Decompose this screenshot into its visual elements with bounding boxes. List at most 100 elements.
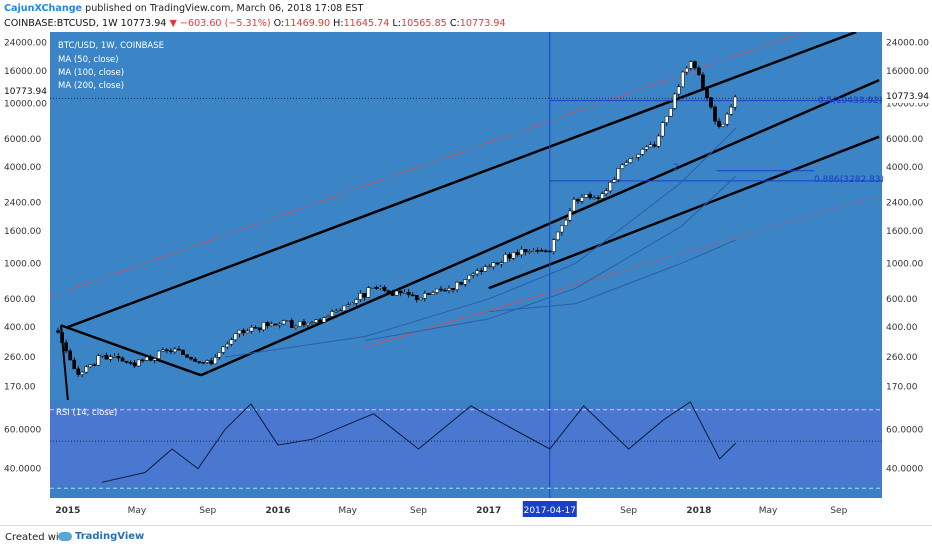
- candle-body: [245, 330, 250, 334]
- candle-body: [185, 354, 189, 358]
- candle-body: [144, 356, 149, 361]
- candle-body: [648, 144, 653, 148]
- price-label-right: 2400.00: [886, 199, 923, 209]
- rsi-band: [50, 408, 882, 485]
- candle-body: [439, 288, 443, 291]
- candle-body: [378, 286, 383, 289]
- candle-body: [92, 364, 97, 366]
- candle-body: [721, 123, 725, 127]
- price-label-right: 1000.00: [886, 259, 923, 269]
- candle-body: [100, 354, 105, 357]
- dashed-lower-line: [365, 193, 883, 348]
- last-price: 10773.94: [120, 18, 167, 29]
- candle-body: [515, 252, 520, 256]
- fib-marker: 2: [673, 163, 679, 173]
- rsi-label-right: 40.0000: [886, 465, 923, 475]
- chart-area[interactable]: 24000.00 24000.00 16000.00 16000.00 10000.00…: [0, 32, 932, 525]
- time-label: May: [338, 506, 357, 516]
- candle-body: [427, 293, 431, 295]
- candle-body: [600, 193, 605, 199]
- candle-body: [362, 293, 367, 298]
- candle-body: [616, 168, 621, 180]
- candle-body: [612, 179, 617, 183]
- candle-body: [193, 358, 197, 362]
- candle-body: [560, 225, 564, 233]
- candle-body: [302, 321, 306, 326]
- candle-body: [717, 120, 721, 127]
- candle-body: [273, 323, 278, 326]
- high-value: 11645.74: [343, 18, 390, 29]
- candle-body: [277, 323, 282, 326]
- author-link[interactable]: CajunXChange: [4, 3, 83, 14]
- candle-body: [189, 357, 193, 360]
- time-label: May: [128, 506, 147, 516]
- candle-body: [705, 88, 709, 98]
- price-label-left: 1000.00: [4, 259, 41, 269]
- candle-body: [108, 356, 113, 360]
- candle-body: [688, 61, 693, 69]
- price-label-right: 16000.00: [886, 67, 929, 77]
- tradingview-logo[interactable]: TradingView: [58, 531, 144, 542]
- candle-body: [693, 61, 697, 69]
- candle-body: [116, 356, 121, 359]
- price-pane[interactable]: [50, 32, 882, 400]
- candle-body: [221, 346, 226, 353]
- price-label-left: 10000.00: [4, 100, 47, 110]
- candle-body: [652, 144, 657, 147]
- legend-title: BTC/USD, 1W, COINBASE: [58, 41, 164, 51]
- dashed-upper-line: [49, 32, 804, 298]
- price-label-left: 24000.00: [4, 39, 47, 49]
- publish-text: published on TradingView.com, March 06, …: [82, 3, 364, 14]
- candle-body: [165, 349, 169, 352]
- candle-body: [56, 330, 60, 333]
- candle-body: [483, 266, 488, 272]
- candle-body: [644, 146, 649, 150]
- time-label: Sep: [830, 506, 847, 516]
- candle-body: [310, 322, 314, 324]
- price-tag-right-text: 10773.94: [886, 92, 929, 102]
- candle-body: [112, 356, 117, 358]
- candle-body: [451, 288, 455, 290]
- candle-body: [318, 319, 322, 323]
- candle-body: [104, 354, 109, 360]
- candle-body: [725, 113, 729, 125]
- price-label-left: 2400.00: [4, 199, 41, 209]
- candle-body: [588, 194, 592, 198]
- candle-body: [511, 252, 516, 259]
- candle-body: [265, 322, 270, 326]
- candle-body: [531, 250, 536, 252]
- candle-body: [555, 231, 560, 241]
- price-label-right: 24000.00: [886, 39, 929, 49]
- candle-body: [370, 286, 375, 289]
- candle-body: [217, 352, 222, 358]
- candle-body: [294, 325, 298, 328]
- candle-body: [435, 288, 439, 293]
- fib-label-0886: 0.886(3282.83): [814, 175, 884, 185]
- candle-body: [96, 355, 101, 366]
- candle-body: [237, 329, 242, 335]
- candle-body: [684, 67, 689, 73]
- candle-body: [636, 154, 641, 158]
- candle-body: [148, 356, 153, 361]
- channel-middle-line: [200, 78, 880, 377]
- candle-body: [422, 293, 427, 299]
- time-label: 2015: [55, 506, 80, 516]
- candle-body: [547, 250, 552, 253]
- candle-body: [475, 270, 480, 275]
- price-label-right: 1600.00: [886, 227, 923, 237]
- candle-body: [261, 322, 266, 331]
- low-label: L:: [392, 18, 401, 29]
- candle-body: [213, 357, 218, 365]
- candle-body: [346, 304, 351, 307]
- candle-body: [608, 182, 613, 192]
- candle-body: [298, 321, 302, 327]
- candle-body: [398, 290, 403, 294]
- candle-body: [487, 266, 492, 268]
- candle-body: [713, 106, 717, 122]
- candle-body: [418, 297, 423, 300]
- price-label-left: 16000.00: [4, 67, 47, 77]
- price-label-right: 6000.00: [886, 135, 923, 145]
- high-label: H:: [333, 18, 344, 29]
- time-label: Sep: [410, 506, 427, 516]
- publish-info: CajunXChange published on TradingView.co…: [4, 3, 363, 14]
